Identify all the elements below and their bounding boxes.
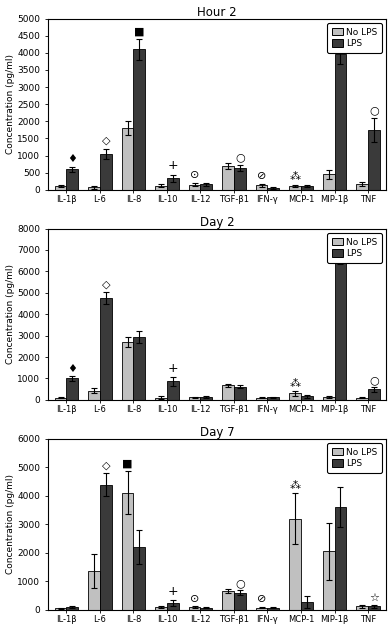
Bar: [222, 386, 234, 400]
Title: Hour 2: Hour 2: [198, 6, 237, 18]
Bar: [167, 603, 179, 610]
Bar: [289, 186, 301, 190]
Bar: [167, 381, 179, 400]
Title: Day 2: Day 2: [200, 215, 234, 229]
Bar: [256, 185, 267, 190]
Bar: [289, 394, 301, 400]
Bar: [189, 607, 200, 610]
Bar: [200, 607, 212, 610]
Legend: No LPS, LPS: No LPS, LPS: [327, 233, 382, 263]
Text: ○: ○: [235, 152, 245, 162]
Text: ■: ■: [134, 26, 145, 37]
Text: +: +: [167, 585, 178, 598]
Text: ⊙: ⊙: [190, 170, 199, 180]
Title: Day 7: Day 7: [200, 425, 234, 438]
Bar: [356, 398, 368, 400]
Bar: [256, 398, 267, 400]
Bar: [133, 336, 145, 400]
Text: ★: ★: [336, 30, 345, 40]
Text: ○: ○: [369, 375, 379, 385]
Bar: [155, 607, 167, 610]
Bar: [54, 186, 66, 190]
Bar: [100, 485, 112, 610]
Text: ♦: ♦: [67, 364, 77, 374]
Bar: [234, 593, 246, 610]
Bar: [66, 379, 78, 400]
Bar: [88, 391, 100, 400]
Bar: [234, 168, 246, 190]
Bar: [100, 154, 112, 190]
Bar: [133, 547, 145, 610]
Bar: [267, 398, 279, 400]
Text: ☆: ☆: [369, 592, 379, 602]
Y-axis label: Concentration (pg/ml): Concentration (pg/ml): [5, 54, 15, 154]
Bar: [66, 607, 78, 610]
Bar: [323, 174, 334, 190]
Text: ■: ■: [122, 459, 133, 469]
Text: ⁂: ⁂: [290, 481, 301, 491]
Bar: [167, 178, 179, 190]
Bar: [54, 608, 66, 610]
Y-axis label: Concentration (pg/ml): Concentration (pg/ml): [5, 474, 15, 574]
Bar: [54, 398, 66, 400]
Legend: No LPS, LPS: No LPS, LPS: [327, 443, 382, 472]
Bar: [200, 397, 212, 400]
Bar: [368, 130, 380, 190]
Bar: [334, 255, 346, 400]
Bar: [100, 298, 112, 400]
Bar: [267, 188, 279, 190]
Bar: [155, 398, 167, 400]
Bar: [301, 396, 313, 400]
Bar: [334, 507, 346, 610]
Bar: [200, 185, 212, 190]
Text: ◇: ◇: [102, 280, 110, 290]
Bar: [289, 518, 301, 610]
Y-axis label: Concentration (pg/ml): Concentration (pg/ml): [5, 264, 15, 364]
Bar: [334, 54, 346, 190]
Bar: [189, 185, 200, 190]
Bar: [356, 185, 368, 190]
Bar: [66, 169, 78, 190]
Bar: [222, 166, 234, 190]
Text: ◇: ◇: [102, 461, 110, 471]
Text: ◇: ◇: [102, 136, 110, 146]
Bar: [356, 607, 368, 610]
Text: +: +: [167, 159, 178, 172]
Bar: [267, 607, 279, 610]
Text: ⊙: ⊙: [190, 594, 199, 604]
Bar: [368, 389, 380, 400]
Text: ⊘: ⊘: [257, 171, 266, 181]
Bar: [323, 397, 334, 400]
Bar: [189, 398, 200, 400]
Bar: [88, 187, 100, 190]
Bar: [368, 606, 380, 610]
Text: ⁂: ⁂: [290, 379, 301, 389]
Bar: [323, 551, 334, 610]
Text: ★: ★: [336, 234, 345, 244]
Bar: [133, 49, 145, 190]
Bar: [155, 186, 167, 190]
Bar: [122, 129, 133, 190]
Bar: [88, 571, 100, 610]
Text: ○: ○: [369, 105, 379, 115]
Bar: [122, 493, 133, 610]
Legend: No LPS, LPS: No LPS, LPS: [327, 23, 382, 53]
Bar: [234, 387, 246, 400]
Bar: [301, 186, 313, 190]
Text: ♦: ♦: [67, 154, 77, 164]
Text: ⁂: ⁂: [290, 173, 301, 182]
Text: ⊘: ⊘: [257, 595, 266, 604]
Bar: [301, 602, 313, 610]
Text: +: +: [167, 362, 178, 375]
Bar: [256, 607, 267, 610]
Bar: [122, 342, 133, 400]
Text: ○: ○: [235, 578, 245, 588]
Bar: [222, 591, 234, 610]
